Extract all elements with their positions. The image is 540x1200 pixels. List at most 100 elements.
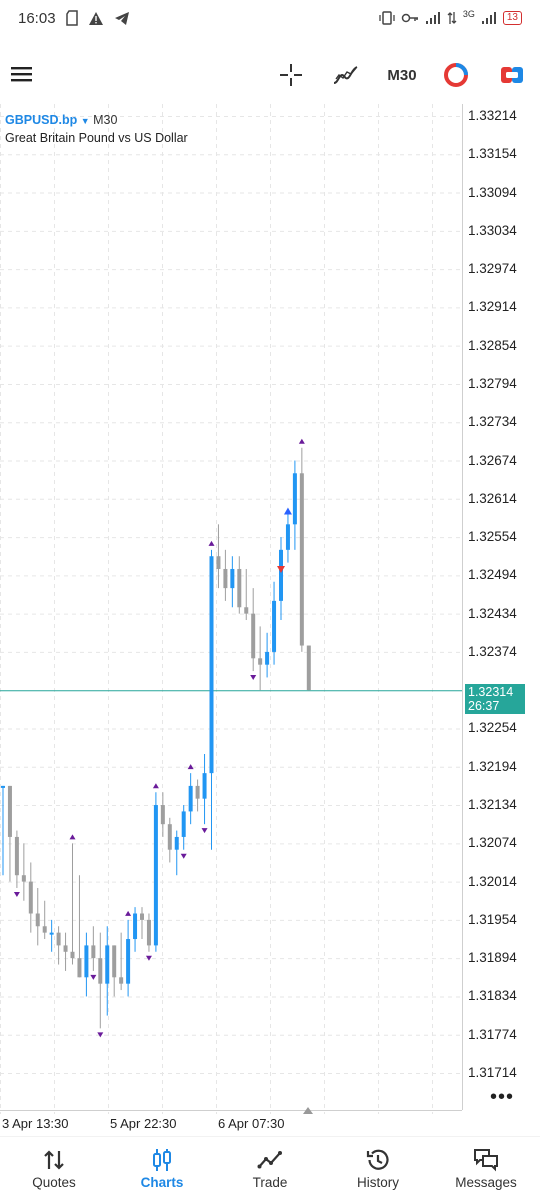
fractal-up-marker — [69, 834, 76, 840]
candle-body — [153, 805, 158, 946]
price-level-label: 1.32734 — [468, 414, 517, 430]
bar-countdown: 26:37 — [468, 699, 500, 713]
bottom-navigation: Quotes Charts Trade History Messages — [0, 1136, 540, 1200]
indicators-icon — [333, 66, 358, 84]
candle-body — [70, 951, 75, 959]
fractal-up-marker — [152, 783, 159, 789]
price-level-label: 1.32074 — [468, 835, 517, 851]
nav-messages[interactable]: Messages — [432, 1137, 540, 1200]
candle-body — [63, 945, 68, 952]
fractal-down-marker — [90, 974, 97, 980]
price-level-label: 1.32914 — [468, 299, 517, 315]
candle-body — [14, 836, 19, 876]
candle-body — [84, 945, 89, 978]
symbol-dropdown-icon[interactable]: ▼ — [80, 116, 90, 126]
price-level-label: 1.31894 — [468, 950, 517, 966]
battery-icon: 13 — [502, 11, 522, 25]
candle-body — [42, 926, 47, 933]
nav-quotes[interactable]: Quotes — [0, 1137, 108, 1200]
history-icon — [366, 1149, 389, 1170]
trade-panel-icon — [501, 67, 523, 83]
quotes-icon — [44, 1150, 64, 1170]
menu-icon[interactable] — [10, 62, 34, 86]
candle-body — [216, 556, 221, 569]
price-level-label: 1.32974 — [468, 261, 517, 277]
current-price: 1.32314 — [468, 685, 514, 699]
candle-body — [35, 913, 40, 927]
candle-body — [299, 473, 304, 646]
candle-body — [279, 549, 283, 601]
nav-charts[interactable]: Charts — [108, 1137, 216, 1200]
buy-arrow-marker — [283, 507, 292, 515]
chart-shift-marker — [303, 1107, 313, 1114]
charts-icon — [153, 1149, 171, 1171]
price-level-label: 1.32014 — [468, 873, 517, 889]
candle-body — [244, 607, 249, 614]
chart-area[interactable] — [0, 104, 540, 1114]
candle-body — [28, 881, 33, 914]
fractal-down-marker — [13, 891, 20, 897]
candle-body — [91, 945, 96, 959]
indicators-button[interactable] — [330, 60, 362, 90]
nav-trade[interactable]: Trade — [216, 1137, 324, 1200]
chart-canvas[interactable] — [0, 104, 540, 1114]
candle-body — [112, 945, 117, 978]
fractal-down-marker — [145, 955, 152, 961]
vibrate-icon — [379, 11, 395, 25]
candle-body — [285, 524, 290, 550]
price-level-label: 1.32194 — [468, 758, 517, 774]
candle-body — [1, 785, 5, 788]
sd-card-icon — [65, 10, 78, 26]
price-level-label: 1.33154 — [468, 146, 517, 162]
time-label-3: 6 Apr 07:30 — [218, 1116, 285, 1131]
price-level-label: 1.32494 — [468, 567, 517, 583]
candle-body — [105, 945, 110, 984]
symbol-name[interactable]: GBPUSD.bp — [5, 113, 78, 127]
candle-body — [195, 785, 200, 799]
fractal-up-marker — [208, 540, 215, 546]
candle-body — [160, 805, 165, 825]
candle-body — [265, 651, 270, 665]
candle-body — [258, 658, 263, 665]
trade-panel-button[interactable] — [496, 60, 528, 90]
crosshair-button[interactable] — [276, 60, 306, 90]
candle-body — [146, 919, 151, 946]
more-options-icon[interactable]: ••• — [490, 1086, 515, 1108]
candle-body — [7, 785, 12, 837]
nav-quotes-label: Quotes — [32, 1175, 76, 1190]
chart-header: GBPUSD.bp ▼ M30 Great Britain Pound vs U… — [5, 112, 188, 147]
candle-body — [167, 824, 172, 850]
symbol-description: Great Britain Pound vs US Dollar — [5, 131, 188, 145]
price-level-label: 1.32554 — [468, 529, 517, 545]
current-price-box: 1.32314 26:37 — [465, 684, 525, 714]
signal-icon — [425, 12, 440, 24]
candle-body — [56, 932, 61, 946]
chart-toolbar: M30 — [0, 48, 540, 104]
price-level-label: 1.31954 — [468, 911, 517, 927]
status-bar: 16:03 3G 13 — [0, 0, 540, 36]
candle-body — [230, 568, 235, 589]
price-level-label: 1.33094 — [468, 184, 517, 200]
price-level-label: 1.32794 — [468, 375, 517, 391]
price-level-label: 1.33214 — [468, 108, 517, 123]
fractal-up-marker — [125, 910, 132, 916]
messages-icon — [474, 1149, 498, 1172]
candle-body — [209, 556, 214, 774]
sell-arrow-marker — [277, 565, 285, 573]
nav-messages-label: Messages — [455, 1175, 517, 1190]
candle-body — [272, 600, 277, 652]
candle-body — [126, 939, 131, 984]
candle-body — [98, 958, 103, 984]
candle-body — [174, 836, 179, 850]
fractal-down-marker — [97, 1032, 104, 1038]
one-click-trading-button[interactable] — [440, 60, 472, 90]
candle-body — [223, 568, 228, 589]
price-level-label: 1.31714 — [468, 1065, 517, 1080]
nav-history-label: History — [356, 1175, 399, 1190]
chart-timeframe: M30 — [93, 113, 118, 127]
candle-body — [133, 913, 138, 940]
timeframe-button[interactable]: M30 — [382, 60, 422, 90]
nav-history[interactable]: History — [324, 1137, 432, 1200]
candle-body — [237, 568, 242, 608]
telegram-icon — [114, 11, 129, 25]
